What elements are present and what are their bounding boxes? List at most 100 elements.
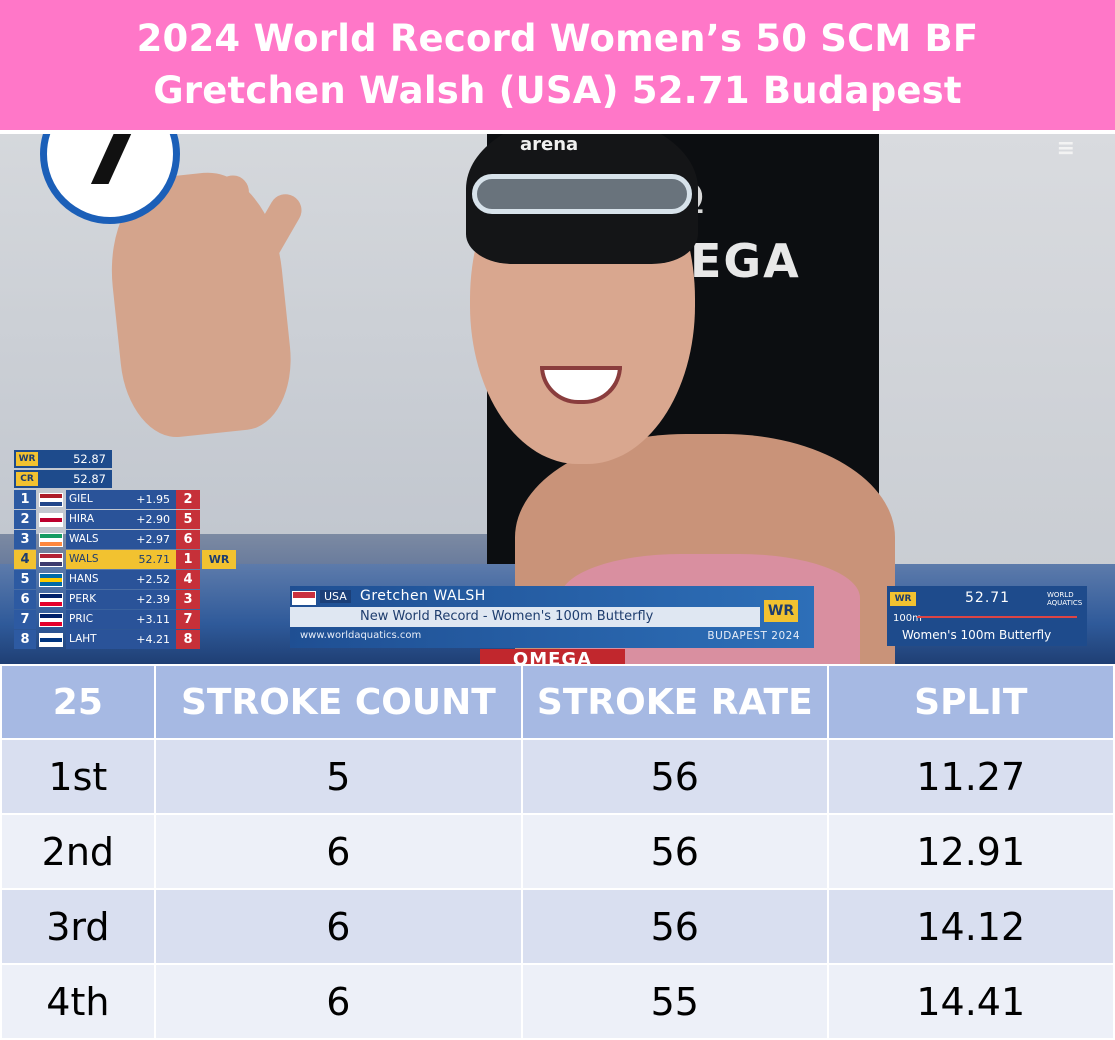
table-row: 4th 6 55 14.41 <box>0 963 1115 1040</box>
world-record-badge: WR <box>764 600 798 622</box>
country-flag-icon <box>39 552 63 567</box>
result-lane: 2 <box>176 490 200 509</box>
result-lane: 1 <box>176 550 200 569</box>
record-row-wr: WR 52.87 <box>14 450 112 468</box>
result-time: +2.39 <box>114 590 176 609</box>
column-header: STROKE RATE <box>521 664 829 740</box>
results-board: WR 52.87 CR 52.87 1 GIEL +1.95 2 2 HIRA +2.90 5… <box>14 450 236 650</box>
result-lane: 7 <box>176 610 200 629</box>
table-cell: 56 <box>521 813 829 890</box>
result-rank: 1 <box>14 490 36 509</box>
sponsor-logo: OMEGA <box>480 649 625 664</box>
usa-flag-icon <box>292 591 316 605</box>
country-flag-icon <box>39 512 63 527</box>
table-cell: 56 <box>521 738 829 815</box>
table-row: 2nd 6 56 12.91 <box>0 813 1115 890</box>
world-aquatics-logo: WORLD AQUATICS <box>1047 591 1083 607</box>
lane-number: 7 <box>76 134 144 207</box>
result-lane: 6 <box>176 530 200 549</box>
result-lane: 3 <box>176 590 200 609</box>
result-lane: 4 <box>176 570 200 589</box>
country-flag-icon <box>39 612 63 627</box>
column-header: STROKE COUNT <box>153 664 524 740</box>
result-row: 7 PRIC +3.11 7 <box>14 610 236 629</box>
country-flag-icon <box>39 632 63 647</box>
result-rank: 7 <box>14 610 36 629</box>
table-cell: 6 <box>153 813 524 890</box>
table-cell: 14.12 <box>826 888 1115 965</box>
result-row: 5 HANS +2.52 4 <box>14 570 236 589</box>
record-card-time: 52.71 <box>965 590 1011 606</box>
table-cell: 14.41 <box>826 963 1115 1040</box>
table-cell: 56 <box>521 888 829 965</box>
result-time: 52.71 <box>114 550 176 569</box>
wall-sponsor-logo: EGA <box>690 234 801 288</box>
result-rank: 6 <box>14 590 36 609</box>
country-flag-icon <box>39 572 63 587</box>
record-row-cr: CR 52.87 <box>14 470 112 488</box>
name-lower-third: USA Gretchen WALSH New World Record - Wo… <box>290 586 814 648</box>
record-tag: CR <box>16 472 38 486</box>
result-time: +1.95 <box>114 490 176 509</box>
country-flag-icon <box>39 532 63 547</box>
result-rank: 8 <box>14 630 36 649</box>
table-cell: 55 <box>521 963 829 1040</box>
lower-third-subtitle: New World Record - Women's 100m Butterfl… <box>290 607 760 627</box>
table-cell: 12.91 <box>826 813 1115 890</box>
table-cell: 2nd <box>0 813 156 890</box>
record-card-bar <box>917 616 1077 618</box>
result-rank: 3 <box>14 530 36 549</box>
column-header: 25 <box>0 664 156 740</box>
result-name: HANS <box>66 570 114 589</box>
result-row: 4 WALS 52.71 1 WR <box>14 550 236 569</box>
banner-title-line-2: Gretchen Walsh (USA) 52.71 Budapest <box>153 69 962 112</box>
record-card-tag: WR <box>890 592 916 606</box>
goggles <box>472 174 692 214</box>
table-row: 3rd 6 56 14.12 <box>0 888 1115 965</box>
record-value: 52.87 <box>73 472 106 486</box>
result-name: WALS <box>66 530 114 549</box>
result-row: 8 LAHT +4.21 8 <box>14 630 236 649</box>
splits-table: 25 STROKE COUNT STROKE RATE SPLIT 1st 5 … <box>0 664 1115 1040</box>
result-lane: 8 <box>176 630 200 649</box>
table-cell: 6 <box>153 888 524 965</box>
country-flag-icon <box>39 592 63 607</box>
world-record-badge: WR <box>202 550 236 569</box>
table-cell: 11.27 <box>826 738 1115 815</box>
lower-third-name: Gretchen WALSH <box>360 588 486 604</box>
race-photo: Ω EGA arena 7 ≡ WR 52.87 CR 52.87 1GIEL+… <box>0 134 1115 664</box>
result-rank: 2 <box>14 510 36 529</box>
record-card-distance: 100m <box>893 613 922 624</box>
result-lane: 5 <box>176 510 200 529</box>
result-name: HIRA <box>66 510 114 529</box>
result-time: +2.52 <box>114 570 176 589</box>
lower-third-url: www.worldaquatics.com <box>300 630 422 641</box>
result-time: +3.11 <box>114 610 176 629</box>
result-row: 6 PERK +2.39 3 <box>14 590 236 609</box>
lower-third-location: BUDAPEST 2024 <box>707 630 800 642</box>
pool-wall-right <box>879 134 1115 604</box>
result-name: WALS <box>66 550 114 569</box>
table-row: 1st 5 56 11.27 <box>0 738 1115 815</box>
result-name: GIEL <box>66 490 114 509</box>
result-row: 1 GIEL +1.95 2 <box>14 490 236 509</box>
record-card-event: Women's 100m Butterfly <box>902 628 1052 642</box>
result-name: LAHT <box>66 630 114 649</box>
result-time: +2.97 <box>114 530 176 549</box>
table-cell: 1st <box>0 738 156 815</box>
cap-brand-logo: arena <box>520 134 579 155</box>
title-banner: 2024 World Record Women’s 50 SCM BF Gret… <box>0 0 1115 130</box>
record-value: 52.87 <box>73 452 106 466</box>
country-flag-icon <box>39 492 63 507</box>
result-rank: 5 <box>14 570 36 589</box>
table-header-row: 25 STROKE COUNT STROKE RATE SPLIT <box>0 664 1115 740</box>
broadcaster-logo-icon: ≡ <box>1056 136 1075 161</box>
banner-title-line-1: 2024 World Record Women’s 50 SCM BF <box>136 17 979 60</box>
column-header: SPLIT <box>826 664 1115 740</box>
result-name: PRIC <box>66 610 114 629</box>
result-time: +4.21 <box>114 630 176 649</box>
table-cell: 3rd <box>0 888 156 965</box>
record-tag: WR <box>16 452 38 466</box>
table-cell: 6 <box>153 963 524 1040</box>
result-name: PERK <box>66 590 114 609</box>
